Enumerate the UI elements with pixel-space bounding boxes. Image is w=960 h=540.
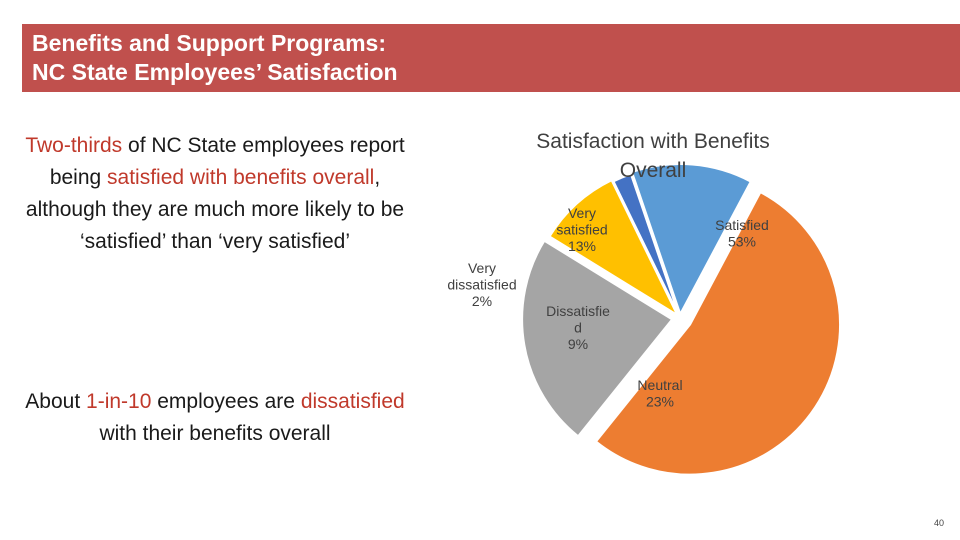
pie-slice-dissatisfied	[548, 178, 680, 318]
slide-title: Benefits and Support Programs: NC State …	[32, 30, 398, 85]
pie-slice-neutral	[521, 239, 674, 438]
highlight-two-thirds: Two-thirds	[25, 134, 123, 157]
chart-title-line-1: Satisfaction with Benefits	[536, 130, 769, 153]
pie-label-neutral: Neutral 23%	[637, 377, 682, 410]
summary-paragraph: Two-thirds of NC State employees report …	[20, 130, 410, 258]
highlight-one-in-ten: 1-in-10	[86, 390, 152, 413]
dissatisfied-paragraph: About 1-in-10 employees are dissatisfied…	[20, 386, 410, 450]
page-number: 40	[933, 518, 944, 528]
dissatisfied-text-3: with their benefits overall	[99, 422, 331, 445]
summary-text-2: , although they are much more likely to …	[25, 166, 405, 253]
pie-labels: Satisfied 53% Neutral 23% Dissatisfie d 9% Very…	[447, 205, 768, 410]
pie-slices	[521, 163, 842, 476]
highlight-satisfied-overall: satisfied with benefits overall	[107, 166, 375, 189]
highlight-dissatisfied: dissatisfied	[300, 390, 405, 413]
dissatisfied-text-2: employees are	[151, 390, 301, 413]
header-bar: Benefits and Support Programs: NC State …	[22, 24, 960, 92]
dissatisfied-text-1: About	[25, 390, 87, 413]
summary-text-1: of NC State employees report being	[49, 134, 405, 189]
pie-label-dissatisfied: Dissatisfie d 9%	[546, 303, 610, 352]
pie-label-very-dissatisfied: Very dissatisfied 2%	[447, 260, 516, 309]
pie-slice-very-dissatisfied	[612, 172, 681, 317]
pie-slice-satisfied	[594, 190, 842, 476]
pie-label-very-satisfied: Very satisfied 13%	[556, 205, 607, 254]
pie-label-satisfied: Satisfied 53%	[715, 217, 769, 250]
pie-slice-very-satisfied	[630, 163, 753, 317]
chart-title-line-2: Overall	[620, 159, 687, 182]
